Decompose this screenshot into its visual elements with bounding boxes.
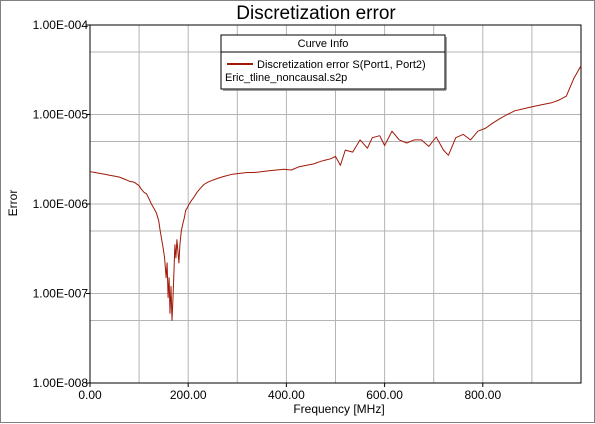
y-axis-title: Error	[6, 190, 20, 217]
series-line	[89, 65, 582, 321]
legend-entry-subtitle: Eric_tline_noncausal.s2p	[225, 72, 347, 84]
x-axis-ticks: 0.00 200.00 400.00 600.00 800.00	[78, 383, 501, 402]
y-tick-label: 1.00E-004	[33, 18, 89, 32]
y-tick-label: 1.00E-008	[33, 376, 89, 390]
legend-box	[220, 34, 446, 90]
series	[89, 65, 582, 321]
y-axis-ticks: 1.00E-008 1.00E-007 1.00E-006 1.00E-005 1.00…	[33, 18, 90, 390]
y-tick-label: 1.00E-007	[33, 287, 89, 301]
x-tick-label: 0.00	[78, 388, 102, 402]
chart-title: Discretization error	[236, 3, 396, 24]
legend[interactable]: Curve Info Discretization error S(Port1,…	[220, 34, 447, 91]
legend-entry-label: Discretization error S(Port1, Port2)	[257, 59, 426, 71]
y-tick-label: 1.00E-006	[33, 197, 89, 211]
x-tick-label: 400.00	[268, 388, 305, 402]
x-tick-label: 200.00	[170, 388, 207, 402]
x-tick-label: 600.00	[366, 388, 403, 402]
x-axis-title: Frequency [MHz]	[293, 402, 384, 416]
legend-title: Curve Info	[298, 38, 349, 50]
y-tick-label: 1.00E-005	[33, 108, 89, 122]
x-tick-label: 800.00	[464, 388, 501, 402]
